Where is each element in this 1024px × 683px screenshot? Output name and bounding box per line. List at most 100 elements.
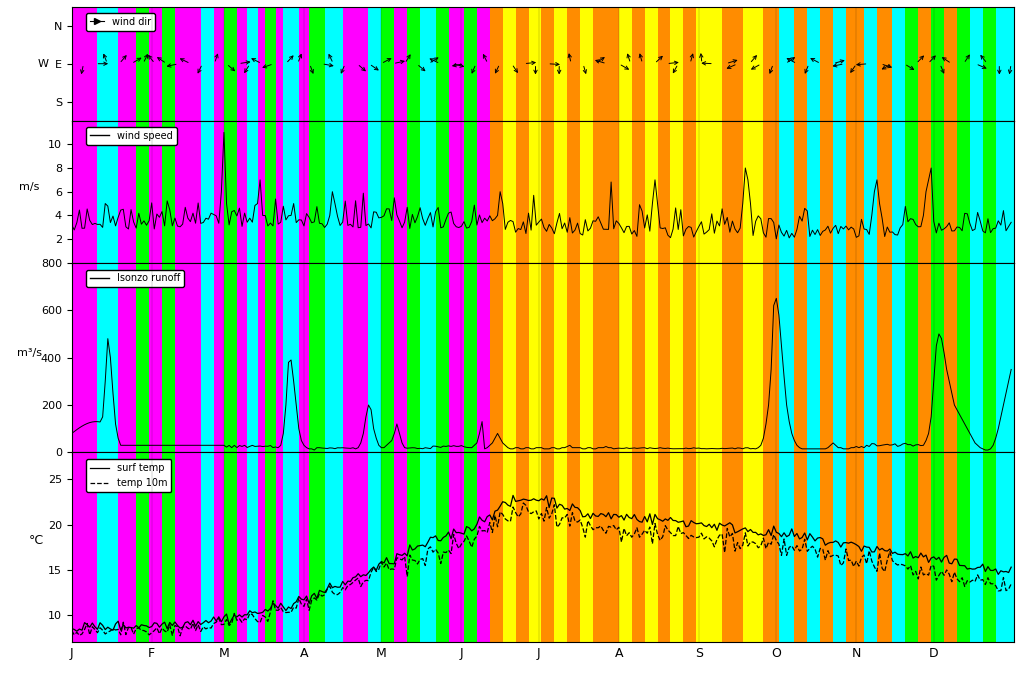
Bar <box>257 452 265 642</box>
Bar <box>846 121 864 263</box>
Bar <box>944 7 957 121</box>
Legend: wind dir: wind dir <box>86 13 156 31</box>
Bar <box>150 7 162 121</box>
Bar <box>464 263 477 452</box>
Bar <box>97 121 118 263</box>
Bar <box>275 263 284 452</box>
Bar <box>970 263 983 452</box>
Bar <box>420 452 435 642</box>
Bar <box>435 7 449 121</box>
Bar <box>645 452 657 642</box>
Bar <box>136 263 150 452</box>
Bar <box>877 7 893 121</box>
Bar <box>201 452 214 642</box>
Bar <box>581 263 593 452</box>
Bar <box>265 452 275 642</box>
Bar <box>118 7 136 121</box>
Bar <box>820 452 834 642</box>
Bar <box>528 452 542 642</box>
Bar <box>309 121 325 263</box>
Bar <box>381 121 394 263</box>
Bar <box>618 452 632 642</box>
Bar <box>201 7 214 121</box>
Bar <box>72 263 97 452</box>
Bar <box>528 121 542 263</box>
Bar <box>742 452 764 642</box>
Line: surf temp: surf temp <box>72 495 1011 631</box>
Bar <box>150 452 162 642</box>
Bar <box>742 7 764 121</box>
Bar <box>136 121 150 263</box>
Bar <box>162 452 175 642</box>
Bar <box>275 7 284 121</box>
Bar <box>722 452 742 642</box>
Bar <box>369 7 381 121</box>
Bar <box>995 452 1014 642</box>
Bar <box>807 7 820 121</box>
Bar <box>567 452 581 642</box>
Bar <box>919 121 931 263</box>
Bar <box>309 452 325 642</box>
Bar <box>394 263 408 452</box>
Bar <box>995 263 1014 452</box>
Bar <box>299 452 309 642</box>
Bar <box>97 452 118 642</box>
Bar <box>162 121 175 263</box>
Bar <box>150 121 162 263</box>
Bar <box>408 263 420 452</box>
Bar <box>722 263 742 452</box>
surf temp <box>327 583 339 591</box>
Bar <box>265 7 275 121</box>
Bar <box>265 121 275 263</box>
Bar <box>742 121 764 263</box>
Bar <box>645 7 657 121</box>
Bar <box>449 263 464 452</box>
Bar <box>224 452 237 642</box>
temp 10m <box>267 597 280 605</box>
Bar <box>284 452 299 642</box>
Bar <box>247 121 257 263</box>
Bar <box>528 7 542 121</box>
Bar <box>957 7 970 121</box>
Bar <box>343 7 369 121</box>
Bar <box>632 121 645 263</box>
surf temp <box>442 528 455 536</box>
Bar <box>97 7 118 121</box>
Bar <box>795 263 807 452</box>
Bar <box>369 452 381 642</box>
Bar <box>893 7 905 121</box>
Bar <box>394 121 408 263</box>
Bar <box>408 121 420 263</box>
Bar <box>893 121 905 263</box>
Bar <box>449 121 464 263</box>
Bar <box>237 452 247 642</box>
Bar <box>464 452 477 642</box>
Bar <box>325 7 343 121</box>
temp 10m <box>1005 580 1017 588</box>
Bar <box>275 452 284 642</box>
Bar <box>284 7 299 121</box>
Bar <box>807 452 820 642</box>
Bar <box>489 7 503 121</box>
Legend: Isonzo runoff: Isonzo runoff <box>86 270 184 288</box>
Bar <box>931 263 944 452</box>
surf temp <box>876 544 888 553</box>
Bar <box>820 263 834 452</box>
Bar <box>683 7 696 121</box>
Bar <box>683 121 696 263</box>
Bar <box>554 7 567 121</box>
Bar <box>671 7 683 121</box>
Bar <box>593 7 618 121</box>
Bar <box>503 121 516 263</box>
Bar <box>408 7 420 121</box>
Bar <box>846 263 864 452</box>
Bar <box>905 121 919 263</box>
Bar <box>931 121 944 263</box>
Bar <box>257 263 265 452</box>
Line: temp 10m: temp 10m <box>72 503 1011 636</box>
Bar <box>381 452 394 642</box>
Bar <box>503 452 516 642</box>
surf temp <box>447 525 460 533</box>
Bar <box>618 121 632 263</box>
Bar <box>237 263 247 452</box>
